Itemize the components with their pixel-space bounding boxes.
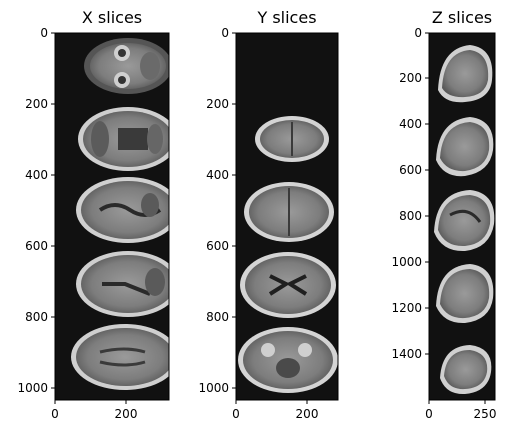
slice-4 <box>240 252 336 318</box>
panel-title: X slices <box>82 8 142 27</box>
slice-images <box>238 116 338 393</box>
y-tick-label: 800 <box>25 310 48 324</box>
panel-title: Z slices <box>432 8 492 27</box>
slice-1 <box>84 38 169 94</box>
slice-3 <box>244 182 334 242</box>
axis-ticks: 0 250 0 200 400 600 800 1000 1200 1400 <box>391 26 496 421</box>
y-tick-label: 200 <box>25 97 48 111</box>
y-tick-label: 0 <box>414 26 422 40</box>
slice-3 <box>434 190 495 252</box>
y-tick-label: 400 <box>399 117 422 131</box>
x-tick-label: 0 <box>232 407 240 421</box>
axis-ticks: 0 200 0 200 400 600 800 1000 <box>17 26 137 421</box>
x-tick-label: 200 <box>296 407 319 421</box>
y-tick-label: 1000 <box>198 381 229 395</box>
slice-images <box>71 38 169 390</box>
panel-title: Y slices <box>256 8 316 27</box>
slice-4 <box>436 264 494 324</box>
slice-3 <box>76 177 169 243</box>
slice-2 <box>255 116 329 162</box>
y-tick-label: 800 <box>399 209 422 223</box>
x-tick-label: 200 <box>115 407 138 421</box>
slice-5 <box>71 324 169 390</box>
y-tick-label: 1200 <box>391 301 422 315</box>
x-tick-label: 0 <box>425 407 433 421</box>
slice-1 <box>438 45 493 103</box>
slice-images <box>434 45 495 395</box>
slice-5 <box>440 345 492 395</box>
slice-4 <box>76 251 169 317</box>
slice-5 <box>238 327 338 393</box>
panel-x-slices: X slices <box>17 8 170 421</box>
y-tick-label: 1000 <box>391 255 422 269</box>
y-tick-label: 200 <box>206 97 229 111</box>
y-tick-label: 1400 <box>391 347 422 361</box>
y-tick-label: 400 <box>25 168 48 182</box>
x-tick-label: 0 <box>51 407 59 421</box>
y-tick-label: 1000 <box>17 381 48 395</box>
x-tick-label: 250 <box>474 407 497 421</box>
panel-z-slices: Z slices <box>391 8 496 421</box>
axes-frame <box>235 32 339 401</box>
axis-ticks: 0 200 0 200 400 600 800 1000 <box>198 26 318 421</box>
panel-y-slices: Y slices <box>198 8 339 421</box>
y-tick-label: 800 <box>206 310 229 324</box>
y-tick-label: 200 <box>399 71 422 85</box>
y-tick-label: 400 <box>206 168 229 182</box>
y-tick-label: 0 <box>40 26 48 40</box>
y-tick-label: 600 <box>206 239 229 253</box>
slice-2 <box>78 107 169 171</box>
slice-2 <box>436 117 494 177</box>
y-tick-label: 600 <box>25 239 48 253</box>
y-tick-label: 600 <box>399 163 422 177</box>
y-tick-label: 0 <box>221 26 229 40</box>
axes-frame <box>54 32 170 401</box>
